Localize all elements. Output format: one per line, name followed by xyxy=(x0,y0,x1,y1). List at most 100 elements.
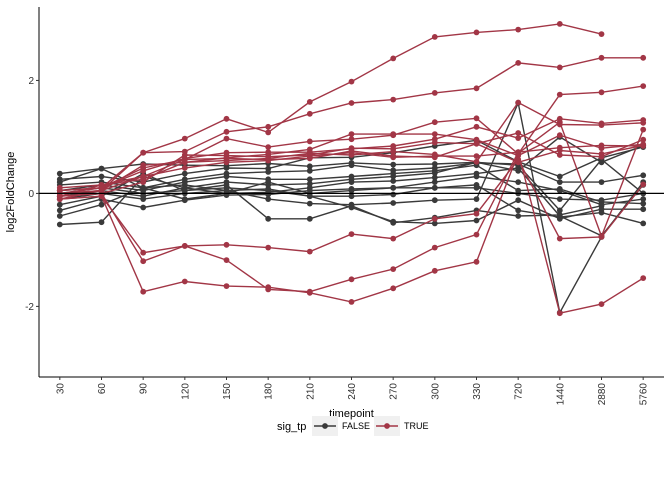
legend-key-point xyxy=(322,423,328,429)
data-point xyxy=(598,54,605,61)
y-tick-label: 0 xyxy=(28,189,34,200)
x-tick-label: 5760 xyxy=(639,383,650,406)
data-point xyxy=(598,31,605,37)
data-point xyxy=(431,179,438,186)
data-point xyxy=(140,196,147,203)
data-point xyxy=(640,200,647,207)
data-point xyxy=(556,132,563,139)
data-point xyxy=(640,275,647,281)
data-point xyxy=(390,148,397,155)
data-point xyxy=(598,89,605,96)
data-point xyxy=(556,187,563,194)
data-point xyxy=(473,173,480,180)
data-point xyxy=(515,179,522,186)
data-point xyxy=(348,136,355,143)
data-point xyxy=(390,184,397,191)
data-point xyxy=(223,157,230,164)
data-point xyxy=(348,152,355,158)
data-point xyxy=(431,197,438,204)
data-point xyxy=(640,119,647,126)
data-point xyxy=(431,119,438,126)
series-true-12 xyxy=(56,119,647,305)
data-point xyxy=(140,288,147,295)
data-point xyxy=(640,196,647,203)
data-point xyxy=(515,197,522,204)
data-point xyxy=(348,162,355,169)
data-point xyxy=(348,187,355,194)
data-point xyxy=(223,115,230,122)
data-point xyxy=(348,276,355,283)
data-point xyxy=(98,173,105,180)
data-point xyxy=(265,244,272,251)
data-point xyxy=(390,235,397,242)
data-point xyxy=(98,193,105,200)
data-point xyxy=(56,179,63,186)
legend-label: FALSE xyxy=(342,421,370,431)
data-point xyxy=(473,158,480,165)
series-line xyxy=(59,23,602,200)
data-point xyxy=(640,83,647,89)
data-point xyxy=(431,151,438,158)
data-point xyxy=(181,196,188,203)
data-point xyxy=(140,173,147,180)
data-point xyxy=(223,283,230,289)
x-axis-title: timepoint xyxy=(329,408,374,420)
data-point xyxy=(306,176,313,183)
data-point xyxy=(265,155,272,162)
data-point xyxy=(640,54,647,61)
data-point xyxy=(390,285,397,292)
data-point xyxy=(265,215,272,222)
data-point xyxy=(181,135,188,142)
data-point xyxy=(181,243,188,249)
data-point xyxy=(390,55,397,62)
data-point xyxy=(223,241,230,248)
data-point xyxy=(348,100,355,106)
data-point xyxy=(306,200,313,207)
data-point xyxy=(390,161,397,168)
data-point xyxy=(640,220,647,227)
data-point xyxy=(140,249,147,256)
data-point xyxy=(556,21,563,27)
data-point xyxy=(348,78,355,85)
legend-entries: FALSE TRUE xyxy=(312,416,429,436)
data-point xyxy=(390,200,397,206)
data-point xyxy=(306,184,313,191)
data-point xyxy=(515,213,522,219)
data-point xyxy=(265,196,272,203)
data-point xyxy=(306,289,313,296)
data-point xyxy=(473,85,480,92)
data-point xyxy=(306,180,313,187)
data-point xyxy=(390,178,397,184)
data-point xyxy=(306,138,313,145)
x-tick-label: 1440 xyxy=(555,383,566,406)
data-point xyxy=(348,299,355,305)
data-point xyxy=(431,267,438,274)
data-point xyxy=(473,217,480,224)
series-true-1 xyxy=(56,21,605,203)
data-point xyxy=(640,181,647,188)
data-point xyxy=(265,129,272,136)
data-point xyxy=(265,284,272,291)
series-false-24 xyxy=(56,165,647,208)
data-point xyxy=(556,235,563,242)
data-point xyxy=(473,196,480,203)
data-point xyxy=(390,218,397,225)
data-point xyxy=(598,122,605,128)
x-tick-label: 120 xyxy=(180,383,191,400)
legend-key-point xyxy=(384,423,390,429)
data-point xyxy=(473,123,480,130)
data-point xyxy=(390,191,397,198)
y-tick-label: 2 xyxy=(28,76,34,87)
data-point xyxy=(140,204,147,211)
data-point xyxy=(181,159,188,166)
data-point xyxy=(473,140,480,147)
data-point xyxy=(140,162,147,169)
data-point xyxy=(223,257,230,263)
data-point xyxy=(265,169,272,175)
data-point xyxy=(390,173,397,180)
data-point xyxy=(265,189,272,196)
data-point xyxy=(348,148,355,154)
x-tick-label: 330 xyxy=(472,383,483,400)
data-point xyxy=(431,161,438,167)
data-point xyxy=(431,90,438,96)
